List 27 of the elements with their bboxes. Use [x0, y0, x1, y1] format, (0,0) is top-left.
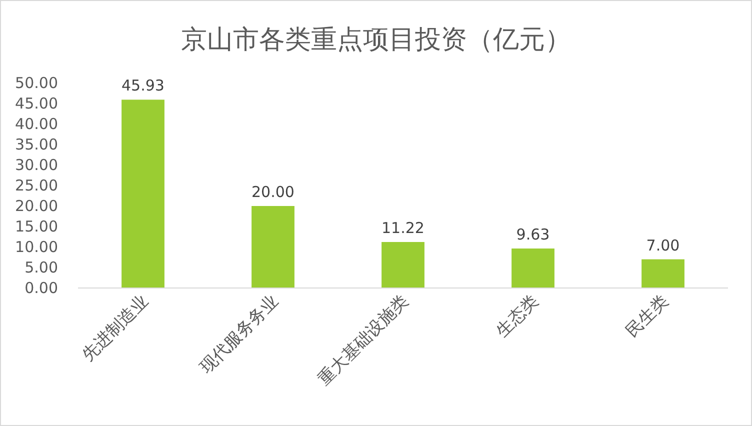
y-tick-label: 20.00 — [15, 197, 58, 215]
bar — [512, 248, 554, 288]
data-label: 7.00 — [646, 236, 680, 254]
y-tick-label: 40.00 — [15, 115, 58, 133]
y-tick-label: 10.00 — [15, 238, 58, 256]
data-label: 11.22 — [382, 219, 424, 237]
y-tick-label: 50.00 — [15, 74, 58, 92]
data-label: 9.63 — [516, 226, 550, 244]
x-tick-label: 现代服务务业 — [196, 291, 283, 378]
bar — [642, 259, 684, 288]
x-tick-label: 重大基础设施类 — [314, 291, 413, 390]
y-tick-label: 45.00 — [15, 94, 58, 112]
x-tick-label: 民生类 — [622, 291, 673, 342]
x-tick-label: 生态类 — [492, 291, 543, 342]
y-tick-label: 35.00 — [15, 136, 58, 154]
y-tick-label: 30.00 — [15, 156, 58, 174]
chart-title: 京山市各类重点项目投资（亿元） — [181, 25, 571, 55]
bar — [382, 242, 424, 288]
y-tick-label: 15.00 — [15, 218, 58, 236]
y-tick-label: 0.00 — [24, 279, 58, 297]
data-label: 45.93 — [122, 76, 164, 95]
y-tick-label: 25.00 — [15, 176, 58, 194]
bar — [252, 206, 294, 288]
bar — [122, 100, 164, 288]
y-tick-label: 5.00 — [24, 258, 58, 276]
data-label: 20.00 — [252, 183, 294, 201]
x-tick-label: 先进制造业 — [78, 291, 153, 366]
